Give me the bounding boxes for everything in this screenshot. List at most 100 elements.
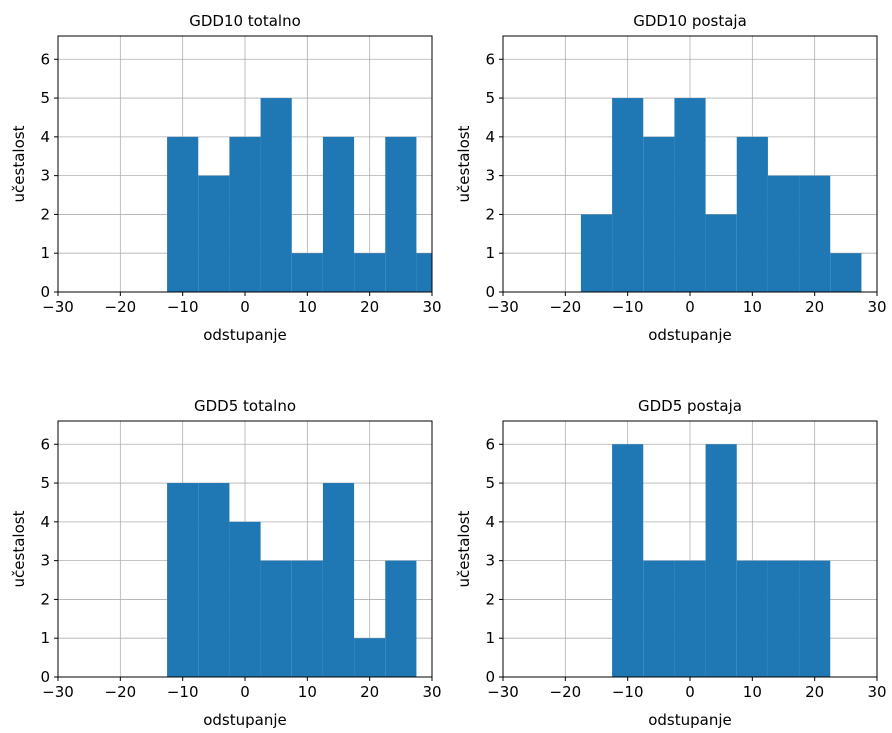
histogram-panel-4: −30 −20 −10 0 10 20 30 0 1 2 3 4 5 6 GDD5 postaja odstu… <box>455 397 887 729</box>
histogram-bar <box>767 560 800 677</box>
y-tick-label: 3 <box>40 552 50 570</box>
y-tick-label: 6 <box>485 50 495 68</box>
x-tick-label: −20 <box>105 298 137 316</box>
x-tick-label: 0 <box>685 298 695 316</box>
histogram-bar <box>354 638 386 677</box>
histogram-bar <box>736 560 768 677</box>
x-tick-label: −20 <box>550 683 582 701</box>
x-tick-label: −10 <box>612 683 644 701</box>
x-axis-label: odstupanje <box>648 711 732 729</box>
y-tick-label: 0 <box>40 283 50 301</box>
histogram-bar <box>612 444 644 677</box>
histogram-bar <box>229 136 261 292</box>
chart-title: GDD5 totalno <box>194 397 296 415</box>
y-tick-label: 3 <box>485 552 495 570</box>
y-tick-label: 1 <box>40 629 50 647</box>
histogram-bar <box>705 214 737 292</box>
x-axis-label: odstupanje <box>203 711 287 729</box>
x-tick-label: 30 <box>422 683 441 701</box>
histogram-bar <box>229 521 261 677</box>
y-tick-label: 6 <box>485 435 495 453</box>
histogram-bar <box>705 444 737 677</box>
y-tick-label: 2 <box>485 205 495 223</box>
histogram-bar <box>830 253 862 292</box>
y-tick-label: 5 <box>40 474 50 492</box>
x-tick-label: 0 <box>240 683 250 701</box>
y-axis-label: učestalost <box>455 125 473 202</box>
bars <box>167 483 417 677</box>
y-tick-label: 4 <box>485 128 495 146</box>
histogram-panel-2: −30 −20 −10 0 10 20 30 0 1 2 3 4 5 6 GDD10 postaja odst… <box>455 12 887 344</box>
x-tick-label: 30 <box>867 683 886 701</box>
histogram-bar <box>198 483 230 677</box>
x-tick-label: 20 <box>805 683 824 701</box>
bars <box>167 98 432 292</box>
histogram-bar <box>612 98 644 292</box>
x-tick-label: −30 <box>42 298 74 316</box>
histogram-bar <box>354 253 386 292</box>
y-tick-label: 1 <box>485 244 495 262</box>
y-axis-label: učestalost <box>10 510 28 587</box>
histogram-bar <box>767 175 800 292</box>
x-tick-label: 20 <box>360 683 379 701</box>
x-tick-label: −30 <box>487 298 519 316</box>
x-tick-label: 10 <box>743 683 762 701</box>
x-axis-label: odstupanje <box>203 326 287 344</box>
histogram-bar <box>799 175 831 292</box>
histogram-bar <box>260 98 292 292</box>
histogram-bar <box>198 175 230 292</box>
x-tick-label: 10 <box>298 683 317 701</box>
y-tick-label: 5 <box>485 474 495 492</box>
x-axis-label: odstupanje <box>648 326 732 344</box>
histogram-bar <box>674 98 706 292</box>
x-tick-label: 20 <box>360 298 379 316</box>
x-tick-label: −10 <box>167 683 199 701</box>
x-tick-label: −10 <box>167 298 199 316</box>
histogram-bar <box>385 136 417 292</box>
bars <box>580 98 862 292</box>
y-tick-label: 0 <box>40 668 50 686</box>
histogram-bar <box>322 483 355 677</box>
x-tick-label: −10 <box>612 298 644 316</box>
y-tick-label: 5 <box>485 89 495 107</box>
chart-title: GDD10 postaja <box>633 12 747 30</box>
chart-title: GDD5 postaja <box>638 397 742 415</box>
histogram-bar <box>167 136 199 292</box>
y-tick-label: 4 <box>485 513 495 531</box>
histogram-bar <box>167 483 199 677</box>
y-tick-label: 1 <box>485 629 495 647</box>
x-tick-label: 30 <box>867 298 886 316</box>
y-tick-label: 3 <box>485 167 495 185</box>
bars <box>612 444 831 677</box>
y-axis-label: učestalost <box>455 510 473 587</box>
histogram-panel-3: −30 −20 −10 0 10 20 30 0 1 2 3 4 5 6 GDD5 totalno odstu… <box>10 397 442 729</box>
y-tick-label: 6 <box>40 435 50 453</box>
y-tick-label: 2 <box>40 590 50 608</box>
x-tick-label: −20 <box>550 298 582 316</box>
histogram-bar <box>416 253 432 292</box>
y-axis-label: učestalost <box>10 125 28 202</box>
histogram-bar <box>291 560 323 677</box>
histogram-bar <box>322 136 355 292</box>
histogram-bar <box>291 253 323 292</box>
y-tick-label: 4 <box>40 513 50 531</box>
histogram-bar <box>643 136 675 292</box>
y-tick-label: 2 <box>485 590 495 608</box>
y-tick-label: 0 <box>485 668 495 686</box>
histogram-bar <box>643 560 675 677</box>
x-tick-label: 0 <box>240 298 250 316</box>
x-tick-label: −30 <box>42 683 74 701</box>
y-tick-label: 5 <box>40 89 50 107</box>
y-tick-label: 6 <box>40 50 50 68</box>
chart-title: GDD10 totalno <box>189 12 301 30</box>
y-tick-label: 4 <box>40 128 50 146</box>
y-tick-label: 1 <box>40 244 50 262</box>
x-tick-label: 0 <box>685 683 695 701</box>
x-tick-label: −20 <box>105 683 137 701</box>
histogram-bar <box>736 136 768 292</box>
y-tick-label: 2 <box>40 205 50 223</box>
histogram-panel-1: −30 −20 −10 0 10 20 30 0 1 2 3 4 5 6 GDD10 totalno odst… <box>10 12 442 344</box>
y-tick-label: 3 <box>40 167 50 185</box>
x-tick-label: −30 <box>487 683 519 701</box>
